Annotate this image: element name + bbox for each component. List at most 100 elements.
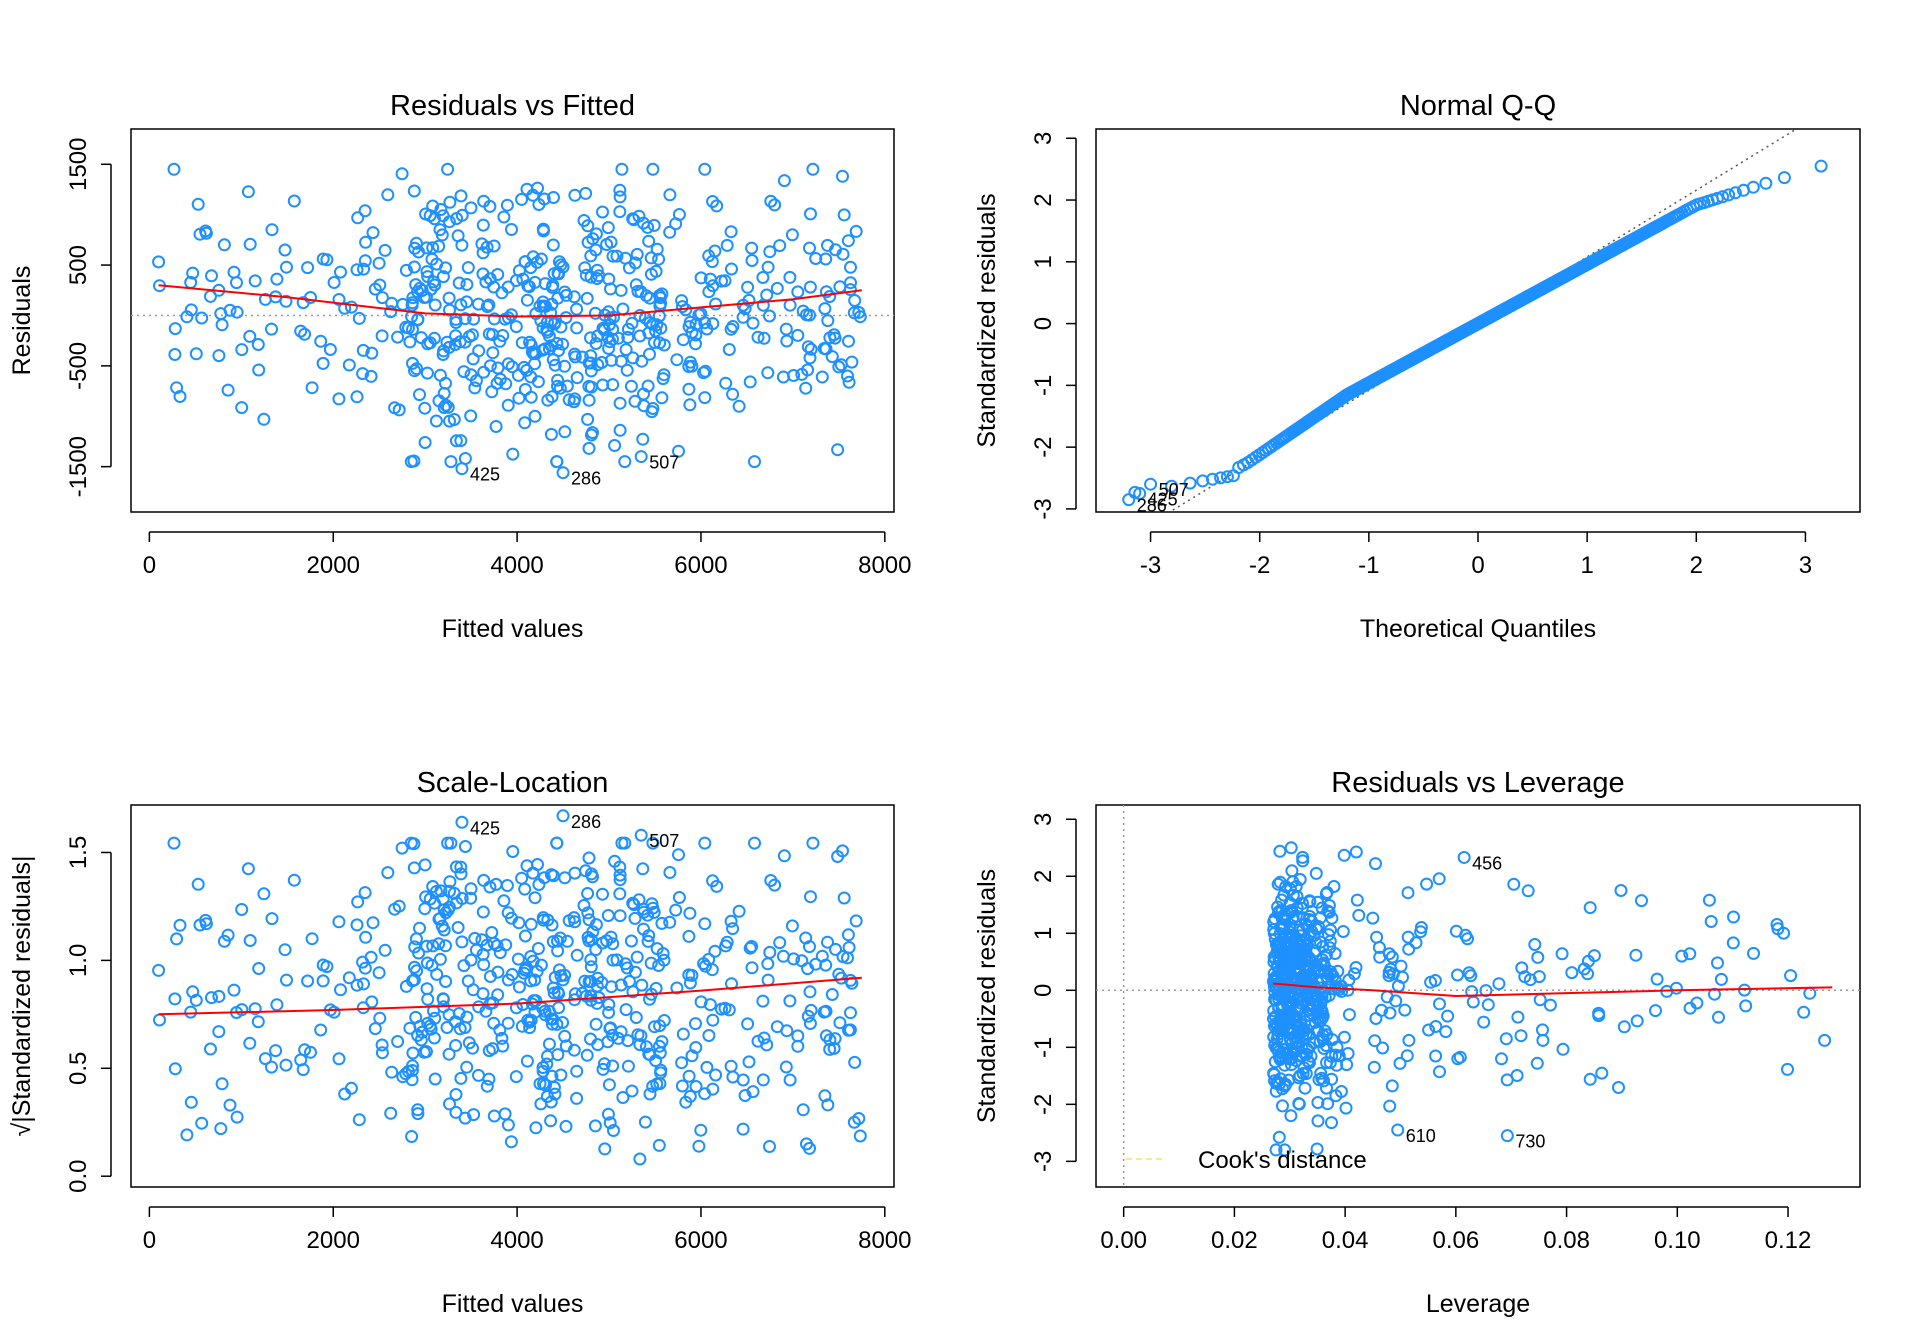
data-point bbox=[849, 224, 863, 238]
data-point bbox=[520, 293, 534, 307]
data-point bbox=[736, 298, 750, 312]
data-point bbox=[487, 936, 501, 950]
x-tick-label: 0.06 bbox=[1432, 1227, 1479, 1254]
data-point bbox=[1492, 977, 1506, 991]
data-point bbox=[706, 317, 720, 331]
data-point bbox=[462, 330, 476, 344]
y-tick-label: -3 bbox=[1030, 1151, 1057, 1172]
data-point bbox=[843, 1023, 857, 1037]
data-point bbox=[818, 1089, 832, 1103]
point-label: 425 bbox=[1148, 489, 1178, 509]
data-point bbox=[1350, 893, 1364, 907]
data-point bbox=[1336, 925, 1350, 938]
data-point bbox=[477, 194, 491, 208]
data-point bbox=[491, 361, 505, 375]
data-point bbox=[458, 312, 472, 326]
data-point bbox=[544, 868, 558, 882]
data-point bbox=[600, 238, 614, 251]
data-point bbox=[1283, 896, 1297, 910]
data-point bbox=[515, 1019, 529, 1033]
data-point bbox=[350, 978, 364, 992]
data-point bbox=[403, 335, 417, 349]
data-point bbox=[763, 1140, 776, 1153]
data-point bbox=[616, 1091, 630, 1104]
data-point bbox=[582, 379, 596, 393]
data-point bbox=[152, 963, 166, 977]
data-point bbox=[620, 363, 634, 377]
data-point bbox=[760, 1038, 774, 1052]
data-point bbox=[1291, 1002, 1305, 1016]
data-point bbox=[433, 912, 447, 925]
data-point bbox=[550, 836, 564, 850]
data-point bbox=[757, 1031, 771, 1045]
data-point bbox=[760, 288, 774, 302]
data-point bbox=[833, 280, 847, 294]
data-point bbox=[378, 943, 392, 957]
data-point bbox=[585, 428, 598, 442]
data-point bbox=[603, 1022, 617, 1036]
data-point bbox=[619, 343, 633, 357]
data-point bbox=[1293, 873, 1307, 886]
data-point bbox=[848, 1055, 862, 1069]
data-point bbox=[504, 1135, 518, 1149]
data-point bbox=[1432, 872, 1446, 886]
data-point bbox=[842, 375, 856, 389]
data-point bbox=[449, 434, 463, 448]
data-point bbox=[1369, 857, 1382, 871]
data-point bbox=[1722, 188, 1736, 202]
data-point bbox=[562, 393, 576, 407]
data-point bbox=[506, 845, 520, 858]
data-point bbox=[626, 212, 640, 226]
data-point bbox=[407, 861, 421, 875]
data-point bbox=[692, 1139, 706, 1153]
data-point bbox=[1286, 875, 1300, 889]
data-point bbox=[584, 249, 598, 263]
data-point bbox=[1565, 966, 1579, 980]
data-point bbox=[548, 1087, 562, 1101]
data-point bbox=[567, 290, 581, 304]
data-point bbox=[736, 1122, 750, 1136]
data-point bbox=[541, 913, 555, 927]
data-point bbox=[414, 1033, 428, 1047]
x-tick-label: 0.12 bbox=[1765, 1227, 1812, 1254]
data-point bbox=[1414, 921, 1428, 934]
labeled-point bbox=[1457, 850, 1471, 864]
data-point bbox=[381, 866, 395, 880]
data-point bbox=[756, 271, 770, 284]
data-point bbox=[1781, 1062, 1794, 1076]
data-point bbox=[791, 285, 805, 299]
data-point bbox=[834, 358, 848, 372]
data-point bbox=[841, 369, 854, 383]
data-point bbox=[568, 350, 582, 364]
data-point bbox=[607, 1124, 620, 1137]
data-point bbox=[836, 247, 850, 261]
data-point bbox=[1409, 936, 1423, 950]
data-point bbox=[601, 330, 615, 344]
data-point bbox=[350, 263, 364, 277]
data-point bbox=[454, 860, 468, 874]
data-point bbox=[358, 961, 372, 975]
data-point bbox=[520, 182, 534, 196]
data-point bbox=[551, 944, 565, 958]
data-point bbox=[625, 1084, 639, 1098]
data-point bbox=[725, 977, 738, 991]
data-point bbox=[411, 1107, 425, 1121]
data-point bbox=[559, 288, 573, 302]
data-point bbox=[804, 342, 818, 356]
data-point bbox=[391, 330, 405, 344]
data-point bbox=[560, 379, 574, 393]
plot-area bbox=[1096, 805, 1860, 1187]
data-point bbox=[836, 844, 849, 858]
data-point bbox=[420, 265, 434, 279]
data-point bbox=[536, 1064, 550, 1078]
data-point bbox=[849, 914, 863, 928]
x-tick-label: 2000 bbox=[307, 552, 360, 579]
data-point bbox=[819, 252, 833, 266]
data-point bbox=[537, 224, 550, 238]
data-point bbox=[1268, 912, 1282, 926]
y-tick-label: 3 bbox=[1030, 813, 1057, 826]
data-point bbox=[528, 275, 542, 289]
data-point bbox=[602, 998, 616, 1011]
data-point bbox=[1530, 1056, 1544, 1070]
data-point bbox=[756, 1073, 770, 1087]
